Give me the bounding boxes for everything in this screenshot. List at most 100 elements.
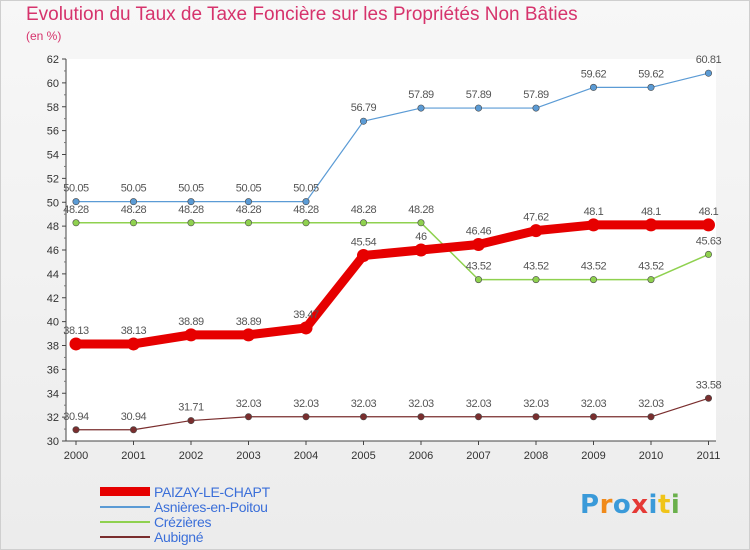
data-label: 48.28	[63, 204, 89, 216]
data-label: 47.62	[523, 212, 549, 224]
data-label: 46.46	[466, 226, 492, 238]
data-label: 50.05	[63, 183, 89, 195]
data-point	[702, 218, 715, 232]
y-tick-label: 36	[47, 364, 59, 376]
data-label: 48.1	[699, 206, 719, 218]
legend-label: Asnières-en-Poitou	[154, 498, 268, 515]
data-point	[417, 219, 425, 227]
data-point	[644, 218, 658, 232]
y-tick-label: 44	[47, 269, 59, 281]
data-point	[472, 238, 485, 252]
y-tick-label: 62	[47, 54, 59, 66]
logo-letter: P	[580, 490, 600, 520]
logo-letter: r	[599, 490, 613, 520]
legend-item: Asnières-en-Poitou	[100, 498, 270, 515]
data-label: 48.28	[178, 204, 204, 216]
y-tick-label: 38	[47, 341, 59, 353]
data-label: 48.1	[641, 206, 661, 218]
data-label: 48.28	[408, 204, 434, 216]
data-label: 30.94	[121, 411, 147, 423]
data-label: 59.62	[581, 68, 607, 80]
legend: PAIZAY-LE-CHAPT Asnières-en-Poitou Crézièr…	[100, 484, 270, 545]
data-label: 56.79	[351, 102, 377, 114]
data-point	[529, 224, 543, 238]
x-tick-label: 2000	[64, 450, 88, 462]
data-point	[704, 69, 712, 77]
series-aubign-: 30.94 30.94 31.71 32.03 32.03 32.03 32.03 32.03…	[63, 379, 722, 434]
data-point	[359, 117, 367, 125]
data-label: 38.13	[63, 325, 89, 337]
data-point	[589, 413, 597, 421]
data-label: 57.89	[466, 89, 492, 101]
logo-letter: o	[612, 490, 632, 520]
data-label: 43.52	[523, 261, 549, 273]
data-point	[532, 104, 540, 112]
legend-item: Crézières	[100, 513, 270, 530]
data-point	[589, 276, 597, 284]
data-label: 50.05	[178, 183, 204, 195]
data-label: 43.52	[638, 261, 664, 273]
legend-swatch	[100, 505, 150, 508]
series-line	[71, 220, 713, 349]
x-tick-label: 2006	[409, 450, 433, 462]
data-point	[417, 104, 425, 112]
y-tick-label: 60	[47, 78, 59, 90]
y-tick-label: 52	[47, 173, 59, 185]
data-label: 32.03	[408, 398, 434, 410]
data-point	[242, 328, 255, 342]
data-point	[587, 218, 600, 232]
y-tick-label: 50	[47, 197, 59, 209]
x-tick-label: 2003	[236, 450, 260, 462]
data-point	[704, 250, 712, 258]
chart-title: Evolution du Taux de Taxe Foncière sur l…	[26, 4, 578, 25]
series-asni-res-en-poitou: 50.05 50.05 50.05 50.05 50.05 56.79 57.89 57.89…	[63, 54, 722, 206]
data-point	[647, 413, 655, 421]
data-label: 32.03	[638, 398, 664, 410]
data-point	[474, 276, 482, 284]
data-label: 43.52	[581, 261, 607, 273]
data-label: 32.03	[466, 398, 492, 410]
y-tick-label: 58	[47, 102, 59, 114]
data-label: 50.05	[236, 183, 262, 195]
x-tick-label: 2001	[121, 450, 145, 462]
data-point	[130, 198, 138, 206]
y-tick-label: 40	[47, 317, 59, 329]
x-tick-label: 2004	[294, 450, 318, 462]
data-point	[474, 104, 482, 112]
data-point	[589, 83, 597, 91]
data-point	[302, 413, 310, 421]
data-label: 32.03	[581, 398, 607, 410]
x-tick-label: 2007	[466, 450, 490, 462]
x-tick-label: 2005	[351, 450, 375, 462]
logo-letter: x	[631, 490, 649, 520]
x-tick-label: 2010	[639, 450, 663, 462]
legend-item: PAIZAY-LE-CHAPT	[100, 484, 270, 500]
data-label: 48.28	[236, 204, 262, 216]
y-unit-label: (en %)	[26, 29, 62, 43]
data-point	[704, 394, 712, 402]
series-line	[75, 397, 710, 431]
data-label: 46	[415, 231, 427, 243]
data-point	[474, 413, 482, 421]
data-point	[299, 321, 313, 335]
data-label: 48.28	[121, 204, 147, 216]
y-tick-label: 42	[47, 293, 59, 305]
y-tick-label: 56	[47, 126, 59, 138]
logo-letter: t	[657, 490, 671, 520]
x-tick-label: 2011	[697, 450, 721, 462]
y-tick-label: 46	[47, 245, 59, 257]
data-point	[302, 219, 310, 227]
data-label: 45.63	[696, 235, 722, 247]
logo-letter: i	[648, 490, 658, 520]
data-label: 59.62	[638, 68, 664, 80]
data-point	[72, 198, 80, 206]
data-point	[130, 426, 138, 434]
y-tick-label: 30	[47, 436, 59, 448]
data-point	[357, 248, 370, 262]
data-label: 38.89	[178, 316, 204, 328]
data-point	[130, 219, 138, 227]
legend-label: Crézières	[154, 513, 212, 530]
data-label: 32.03	[236, 398, 262, 410]
data-label: 43.52	[466, 261, 492, 273]
data-point	[187, 198, 195, 206]
